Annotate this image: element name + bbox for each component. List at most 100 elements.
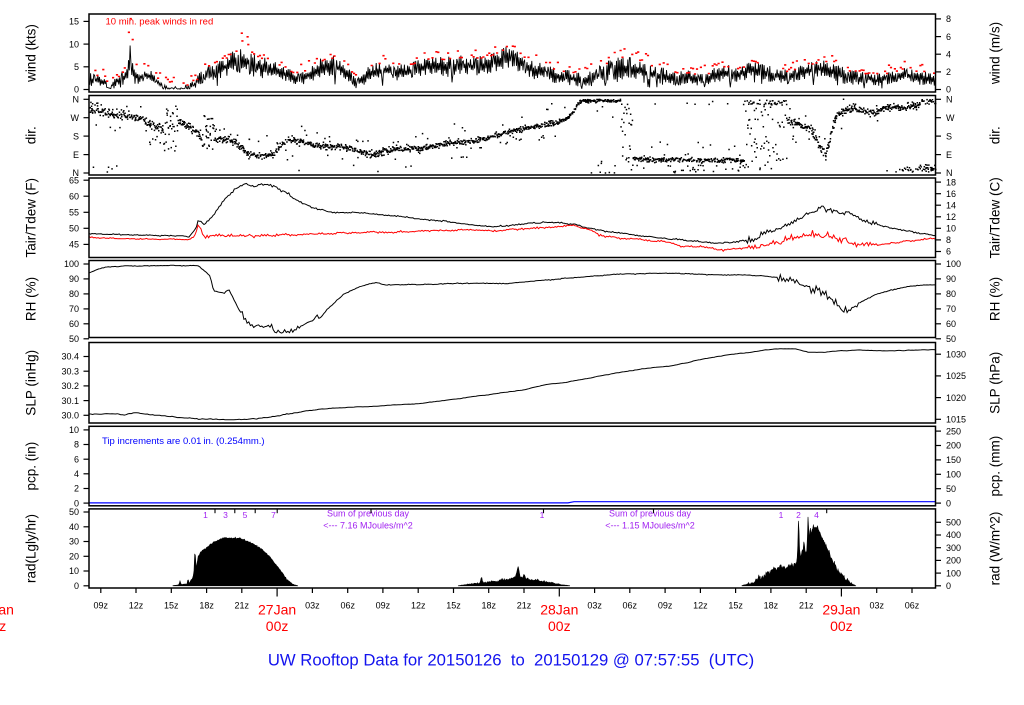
svg-text:2: 2 xyxy=(946,67,951,77)
svg-text:150: 150 xyxy=(946,455,961,465)
svg-text:10 min. peak winds in red: 10 min. peak winds in red xyxy=(106,17,214,28)
svg-text:10: 10 xyxy=(69,39,79,49)
svg-text:10: 10 xyxy=(946,224,956,234)
svg-text:0: 0 xyxy=(74,498,79,508)
svg-text:6: 6 xyxy=(74,454,79,464)
svg-text:6: 6 xyxy=(946,32,951,42)
svg-text:50: 50 xyxy=(946,484,956,494)
svg-text:60: 60 xyxy=(69,319,79,329)
svg-text:rad (W/m^2): rad (W/m^2) xyxy=(988,512,1003,586)
svg-text:N: N xyxy=(946,95,953,105)
svg-text:SLP (inHg): SLP (inHg) xyxy=(24,350,39,416)
svg-text:50: 50 xyxy=(69,224,79,234)
svg-text:7: 7 xyxy=(271,510,276,520)
svg-text:4: 4 xyxy=(74,469,79,479)
svg-text:0: 0 xyxy=(946,581,951,591)
svg-text:8: 8 xyxy=(946,235,951,245)
svg-text:09z: 09z xyxy=(94,601,109,611)
svg-text:SLP (hPa): SLP (hPa) xyxy=(988,352,1003,414)
svg-text:0: 0 xyxy=(946,498,951,508)
svg-text:18: 18 xyxy=(946,177,956,187)
svg-text:1025: 1025 xyxy=(946,371,966,381)
svg-text:400: 400 xyxy=(946,530,961,540)
svg-text:W: W xyxy=(946,113,955,123)
svg-text:70: 70 xyxy=(946,304,956,314)
svg-text:03z: 03z xyxy=(587,601,602,611)
svg-text:10: 10 xyxy=(69,566,79,576)
svg-text:Tair/Tdew (F): Tair/Tdew (F) xyxy=(24,178,39,258)
svg-text:8: 8 xyxy=(946,14,951,24)
svg-text:45: 45 xyxy=(69,240,79,250)
svg-text:6: 6 xyxy=(946,247,951,257)
svg-text:15z: 15z xyxy=(446,601,461,611)
svg-text:03z: 03z xyxy=(305,601,320,611)
svg-text:00z: 00z xyxy=(266,618,289,634)
svg-text:N: N xyxy=(73,168,80,178)
svg-text:18z: 18z xyxy=(481,601,496,611)
svg-text:200: 200 xyxy=(946,556,961,566)
svg-text:00z: 00z xyxy=(0,618,6,634)
svg-text:28Jan: 28Jan xyxy=(540,602,578,618)
svg-text:E: E xyxy=(73,150,79,160)
svg-text:E: E xyxy=(946,150,952,160)
svg-text:06z: 06z xyxy=(340,601,355,611)
svg-text:1: 1 xyxy=(779,510,784,520)
svg-text:RH (%): RH (%) xyxy=(988,277,1003,321)
svg-text:1030: 1030 xyxy=(946,349,966,359)
svg-text:21z: 21z xyxy=(235,601,250,611)
svg-text:18z: 18z xyxy=(199,601,214,611)
svg-text:0: 0 xyxy=(74,85,79,95)
svg-text:3: 3 xyxy=(223,510,228,520)
svg-text:pcp. (in): pcp. (in) xyxy=(24,442,39,491)
svg-text:16: 16 xyxy=(946,189,956,199)
svg-text:wind (m/s): wind (m/s) xyxy=(988,22,1003,85)
svg-text:W: W xyxy=(71,113,80,123)
svg-text:55: 55 xyxy=(69,208,79,218)
svg-text:S: S xyxy=(946,131,952,141)
svg-text:15z: 15z xyxy=(728,601,743,611)
svg-text:1: 1 xyxy=(203,510,208,520)
svg-text:70: 70 xyxy=(69,304,79,314)
svg-text:dir.: dir. xyxy=(988,126,1003,144)
svg-text:250: 250 xyxy=(946,426,961,436)
svg-text:wind (kts): wind (kts) xyxy=(24,24,39,83)
svg-text:Tip increments are 0.01 in. (0: Tip increments are 0.01 in. (0.254mm.) xyxy=(102,436,265,447)
svg-text:80: 80 xyxy=(946,289,956,299)
svg-text:30.1: 30.1 xyxy=(61,396,79,406)
svg-text:18z: 18z xyxy=(764,601,779,611)
svg-text:500: 500 xyxy=(946,518,961,528)
svg-text:dir.: dir. xyxy=(24,126,39,144)
svg-text:09z: 09z xyxy=(376,601,391,611)
svg-text:0: 0 xyxy=(946,85,951,95)
svg-text:30.0: 30.0 xyxy=(61,411,79,421)
svg-text:1015: 1015 xyxy=(946,415,966,425)
svg-text:300: 300 xyxy=(946,543,961,553)
svg-text:8: 8 xyxy=(74,440,79,450)
svg-text:12z: 12z xyxy=(411,601,426,611)
svg-text:27Jan: 27Jan xyxy=(258,602,296,618)
svg-text:100: 100 xyxy=(946,470,961,480)
svg-text:100: 100 xyxy=(64,259,79,269)
svg-text:Sum of previous day: Sum of previous day xyxy=(327,509,410,519)
svg-text:4: 4 xyxy=(814,510,819,520)
svg-text:15: 15 xyxy=(69,17,79,27)
svg-text:UW Rooftop Data for 20150126: UW Rooftop Data for 20150126 to 20150129… xyxy=(268,651,754,670)
svg-text:40: 40 xyxy=(69,522,79,532)
svg-text:100: 100 xyxy=(946,568,961,578)
svg-text:06z: 06z xyxy=(623,601,638,611)
svg-text:50: 50 xyxy=(69,334,79,344)
svg-text:200: 200 xyxy=(946,441,961,451)
svg-text:4: 4 xyxy=(946,49,951,59)
svg-text:30.3: 30.3 xyxy=(61,366,79,376)
svg-text:12z: 12z xyxy=(129,601,144,611)
svg-text:60: 60 xyxy=(69,191,79,201)
svg-text:60: 60 xyxy=(946,319,956,329)
svg-text:09z: 09z xyxy=(658,601,673,611)
svg-text:S: S xyxy=(73,131,79,141)
svg-text:5: 5 xyxy=(243,510,248,520)
svg-text:<--- 1.15 MJoules/m^2: <--- 1.15 MJoules/m^2 xyxy=(605,521,695,531)
svg-text:N: N xyxy=(946,168,953,178)
svg-text:30.4: 30.4 xyxy=(61,352,79,362)
svg-text:90: 90 xyxy=(946,274,956,284)
svg-text:rad(Lgly/hr): rad(Lgly/hr) xyxy=(24,514,39,583)
